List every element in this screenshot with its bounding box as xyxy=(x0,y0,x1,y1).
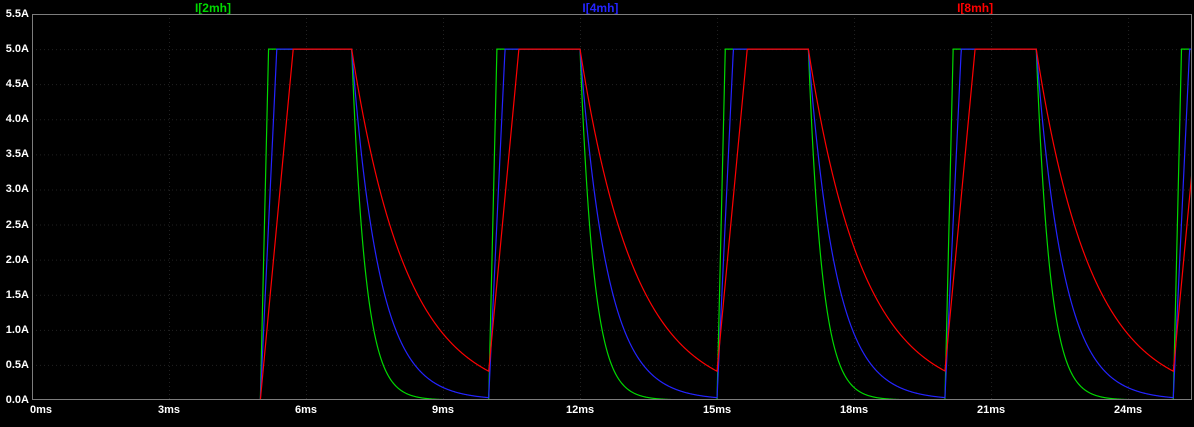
x-tick-label: 3ms xyxy=(157,404,181,416)
y-tick-label: 1.5A xyxy=(5,288,29,301)
x-tick-label: 0ms xyxy=(30,404,53,416)
x-tick-label: 21ms xyxy=(976,404,1006,416)
trace-i2mh xyxy=(32,48,1192,400)
y-tick-label: 2.5A xyxy=(5,218,29,231)
x-tick-label: 9ms xyxy=(432,404,455,416)
x-tick-label: 15ms xyxy=(702,404,732,416)
y-tick-label: 0.5A xyxy=(5,358,29,371)
x-tick-label: 24ms xyxy=(1113,404,1143,416)
trace-label-i2mh[interactable]: I[2mh] xyxy=(194,1,231,15)
y-tick-label: 1.0A xyxy=(5,323,29,336)
y-tick-label: 5.5A xyxy=(5,8,29,20)
legend-row: I[2mh] I[4mh] I[8mh] xyxy=(0,0,1194,15)
y-tick-label: 2.0A xyxy=(5,253,29,266)
x-tick-label: 6ms xyxy=(295,404,318,416)
y-tick-label: 4.0A xyxy=(5,113,29,126)
x-tick-label: 18ms xyxy=(839,404,869,416)
y-tick-label: 4.5A xyxy=(5,78,29,91)
trace-i8mh xyxy=(32,48,1192,400)
trace-label-i8mh[interactable]: I[8mh] xyxy=(957,1,994,15)
trace-label-i4mh[interactable]: I[4mh] xyxy=(582,1,619,15)
plot-svg[interactable] xyxy=(32,14,1192,400)
y-tick-label: 5.0A xyxy=(5,43,29,56)
y-tick-label: 3.5A xyxy=(5,148,29,161)
plot-border xyxy=(32,14,1192,400)
x-tick-label: 12ms xyxy=(565,404,595,416)
y-tick-label: 3.0A xyxy=(5,183,29,196)
trace-i4mh xyxy=(32,48,1192,400)
plot-area[interactable] xyxy=(32,14,1192,400)
y-tick-label: 0.0A xyxy=(5,394,29,406)
